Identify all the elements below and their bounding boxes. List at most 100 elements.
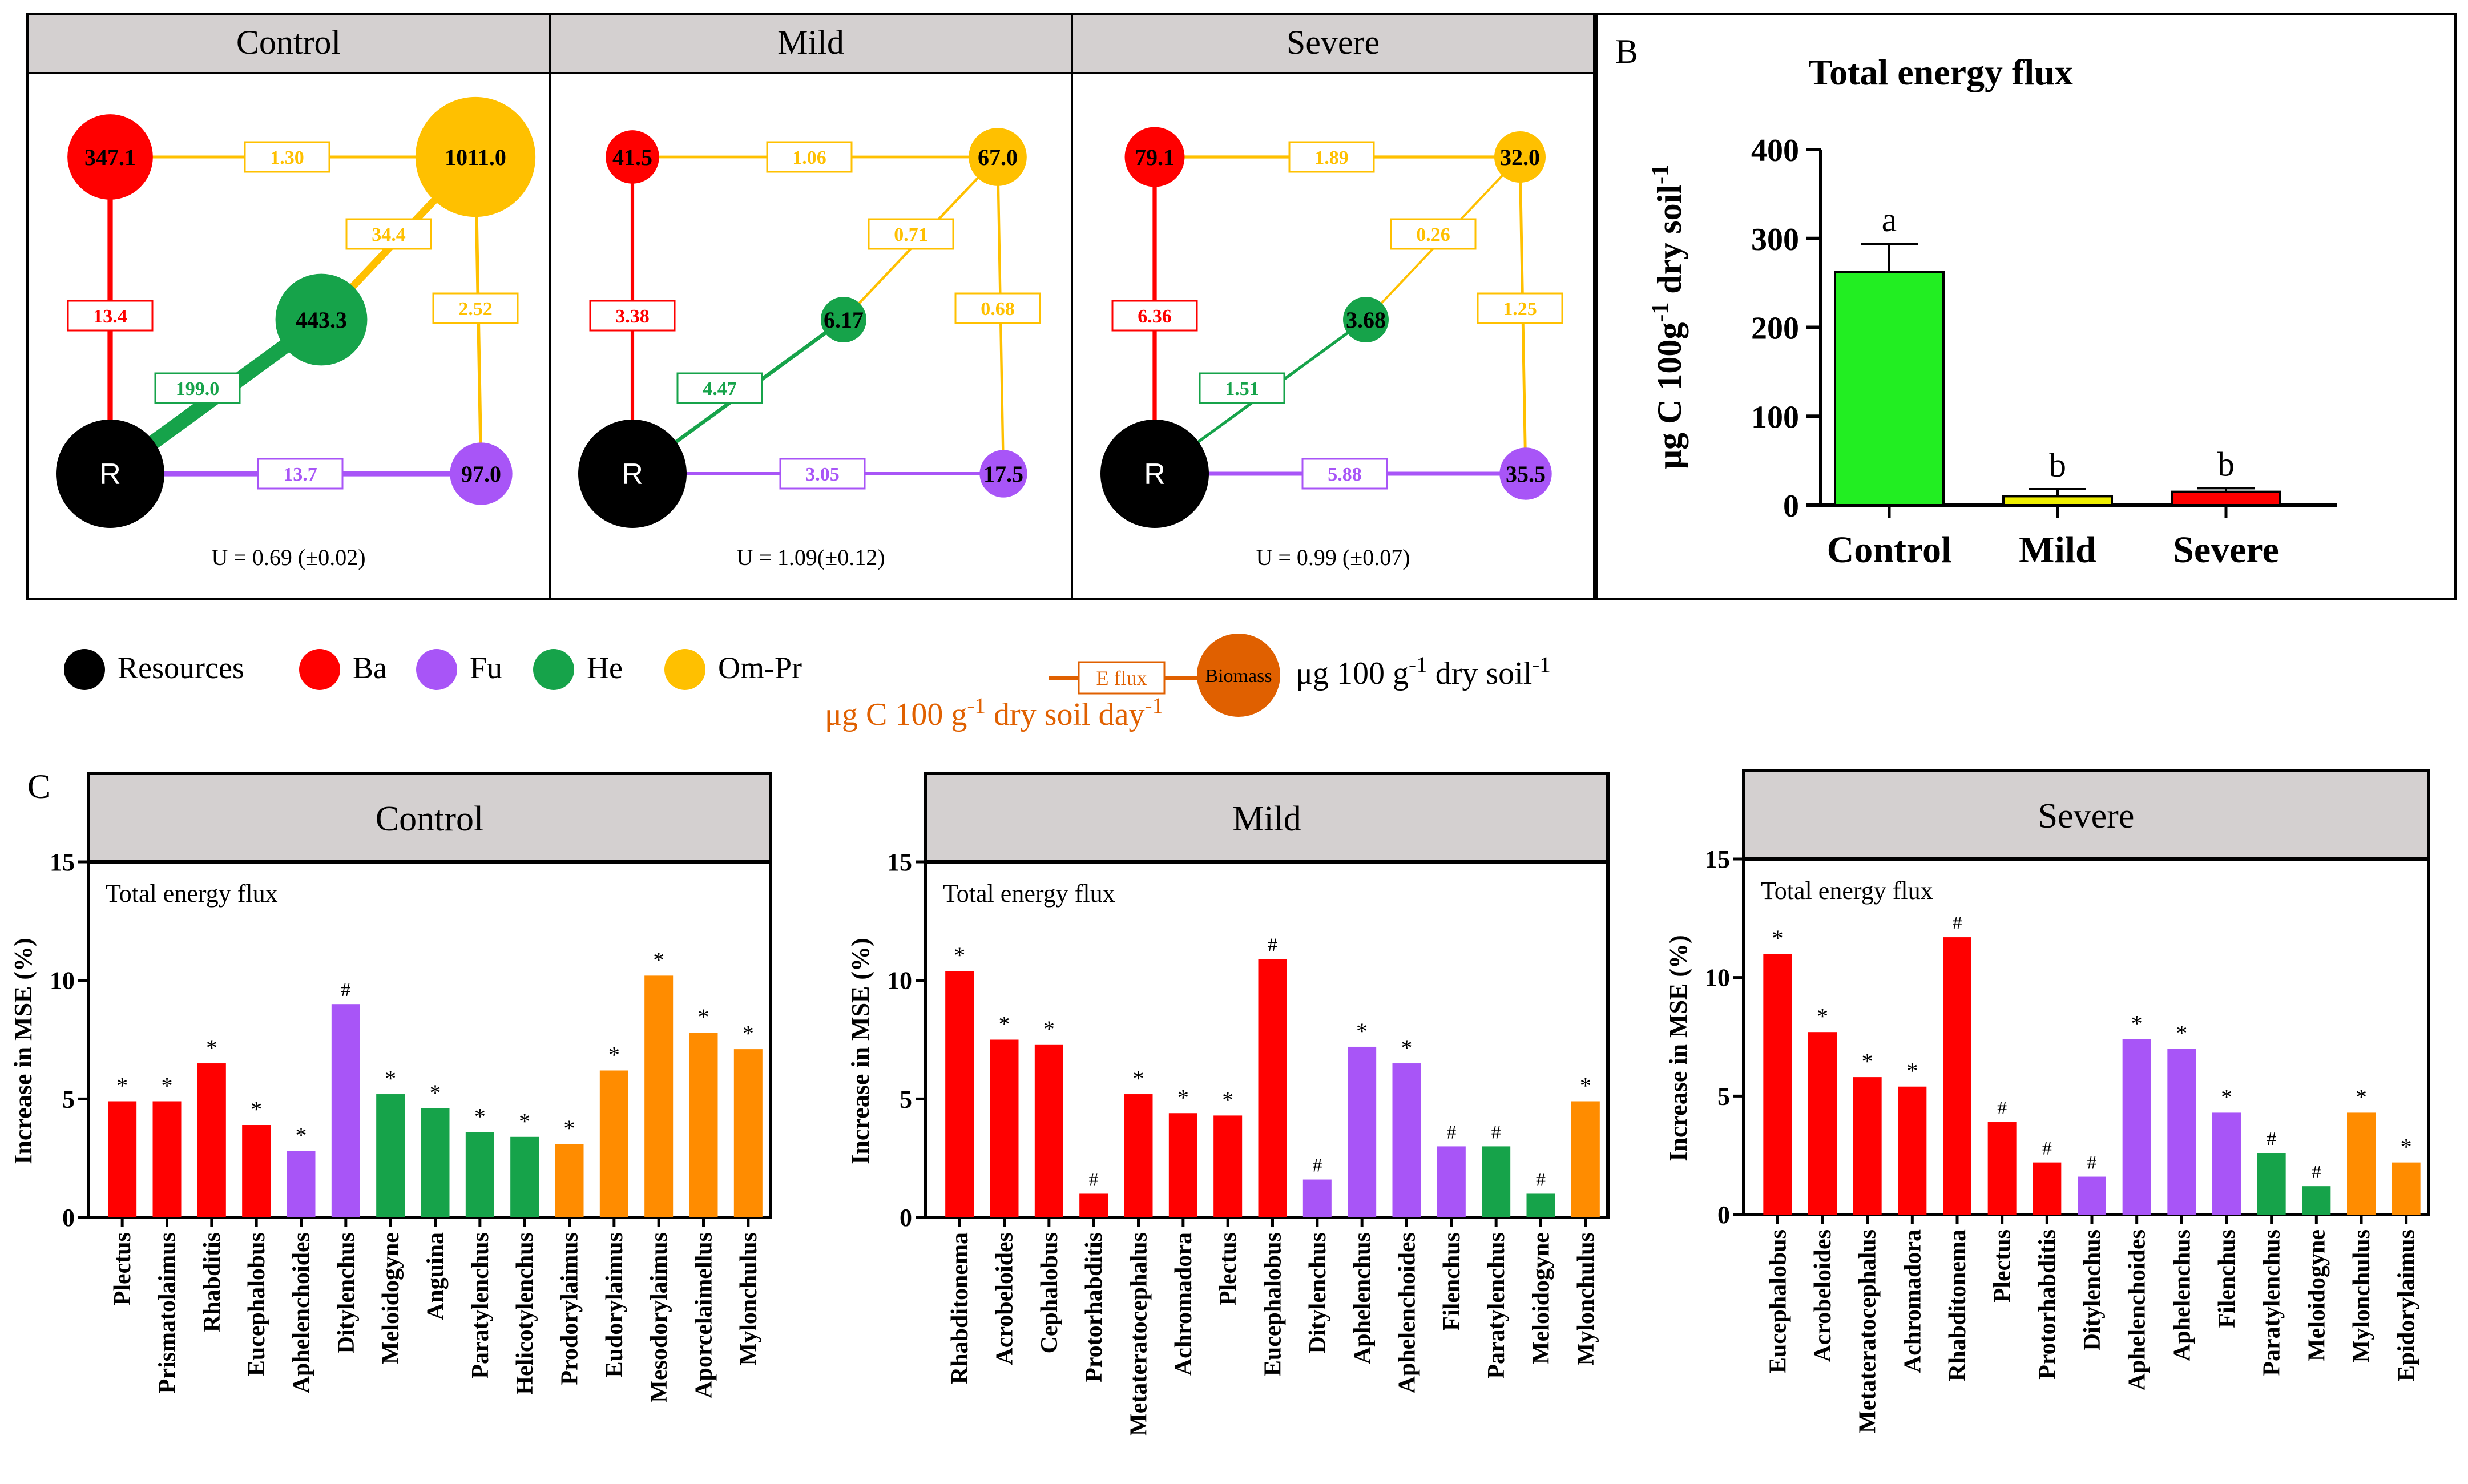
x-tick-label: Metateratocephalus [1855,1229,1881,1433]
flux-box-r-fu [779,458,866,490]
x-tick-label: Eucephalobus [1765,1229,1791,1373]
significance-mark: # [1268,934,1277,955]
node-ba [67,114,153,200]
flux-box-r-he [154,372,241,404]
significance-mark: # [1953,913,1962,934]
flux-box-r-ba [1111,300,1198,332]
x-tick-label: Aphelenchoides [1394,1232,1421,1393]
node-fu [979,450,1027,498]
panel-letter-c: C [27,768,50,805]
x-tick-label: Eucephalobus [244,1232,270,1376]
node-r [578,420,687,528]
bar [2122,1039,2151,1215]
x-tick-label: Helicotylenchus [512,1232,538,1395]
x-tick-label: Anguina [423,1232,449,1320]
bar [331,1004,360,1217]
x-tick-label: Acrobeloides [1810,1229,1836,1362]
legend-swatch [64,649,105,690]
flux-box-fu-ompr [954,292,1041,324]
bar [1124,1094,1153,1217]
flux-value-r-ba: 3.38 [615,306,650,327]
bar [197,1063,226,1217]
x-tick-label: Aphelenchus [2169,1229,2195,1361]
x-tick-label: Paratylenchus [2259,1229,2285,1376]
x-tick-label: Meloidogyne [1529,1232,1555,1364]
node-label-ompr: 67.0 [978,144,1018,170]
legend-flux-box [1078,661,1166,695]
bar [2033,1162,2062,1215]
bar [945,971,974,1217]
y-tick-label: 10 [887,967,912,995]
y-tick-label: 10 [50,967,75,995]
importance-chart-mild: Mild Total energy flux 0 5 10 15 Increase in M… [846,772,1610,1436]
node-label-ba: 41.5 [612,144,652,170]
y-tick-label: 0 [62,1204,75,1232]
flux-value-fu-ompr: 1.25 [1503,299,1537,320]
x-tick-label: Eudorylaimus [602,1232,628,1377]
significance-mark: * [999,1011,1010,1037]
flux-box-r-ba [67,300,154,332]
x-tick-label: Ditylenchus [2079,1229,2106,1350]
flux-box-ba-ompr [1288,141,1375,173]
significance-mark: * [296,1123,307,1148]
flux-value-r-he: 1.51 [1225,378,1259,400]
bar [465,1132,494,1217]
y-tick-label: 10 [1705,964,1730,992]
flux-value-fu-ompr: 0.68 [981,299,1015,320]
significance-mark: * [1401,1035,1413,1060]
node-label-he: 3.68 [1346,307,1386,333]
food-web-header [549,13,1073,74]
significance-mark: * [474,1103,486,1129]
flux-value-fu-ompr: 2.52 [458,299,493,320]
flux-box-he-ompr [1390,218,1477,250]
flux-box-he-ompr [345,218,432,250]
food-web-title: Control [236,23,341,61]
node-label-resources: R [99,458,121,491]
y-tick-label: 15 [1705,845,1730,873]
x-tick-label: Achromadora [1171,1232,1197,1376]
node-he [275,273,368,366]
flux-box-ba-ompr [766,141,853,173]
bar [1079,1193,1108,1217]
significance-mark: # [1997,1098,2007,1119]
x-tick-label: Mylonchulus [1573,1232,1599,1365]
chart-inner-title: Total energy flux [106,880,278,908]
y-tick-label: 15 [50,848,75,876]
x-tick-label: Ditylenchus [333,1232,360,1353]
bar [1834,271,1945,506]
legend-label: Om-Pr [718,651,802,685]
bar [599,1070,628,1217]
x-tick-label: Plectus [1990,1229,2016,1302]
bar [1987,1122,2017,1215]
u-value: U = 0.99 (±0.07) [1256,545,1410,570]
significance-mark: * [2176,1020,2187,1046]
significance-mark: * [1580,1072,1591,1098]
x-tick-label: Filenchus [2214,1229,2240,1328]
bar [1437,1146,1466,1217]
y-tick-label: 15 [887,848,912,876]
chart-inner-title: Total energy flux [1761,877,1933,905]
node-ompr [969,128,1027,186]
legend-swatch [664,649,705,690]
significance-mark: # [1312,1155,1322,1176]
bar [152,1101,182,1217]
significance-mark: * [743,1021,754,1046]
x-tick-label: Metateratocephalus [1126,1232,1152,1436]
node-label-ompr: 32.0 [1500,144,1540,170]
flux-value-r-he: 199.0 [176,378,220,400]
significance-mark: * [1906,1058,1918,1084]
significance-mark: * [653,947,664,973]
bar [2002,495,2113,506]
node-label-fu: 35.5 [1506,461,1546,487]
flux-value-r-fu: 3.05 [805,464,840,485]
x-tick-label: Aphelenchoides [2124,1229,2151,1390]
significance-mark: # [1491,1122,1501,1143]
x-tick-label: Severe [2173,529,2279,571]
x-tick-label: Aphelenchus [1349,1232,1376,1364]
x-tick-label: Acrobeloides [992,1232,1018,1365]
bar [644,975,674,1217]
x-tick-label: Rhabditis [199,1232,225,1332]
significance-mark: * [1772,925,1783,951]
significance-mark: * [116,1072,128,1098]
